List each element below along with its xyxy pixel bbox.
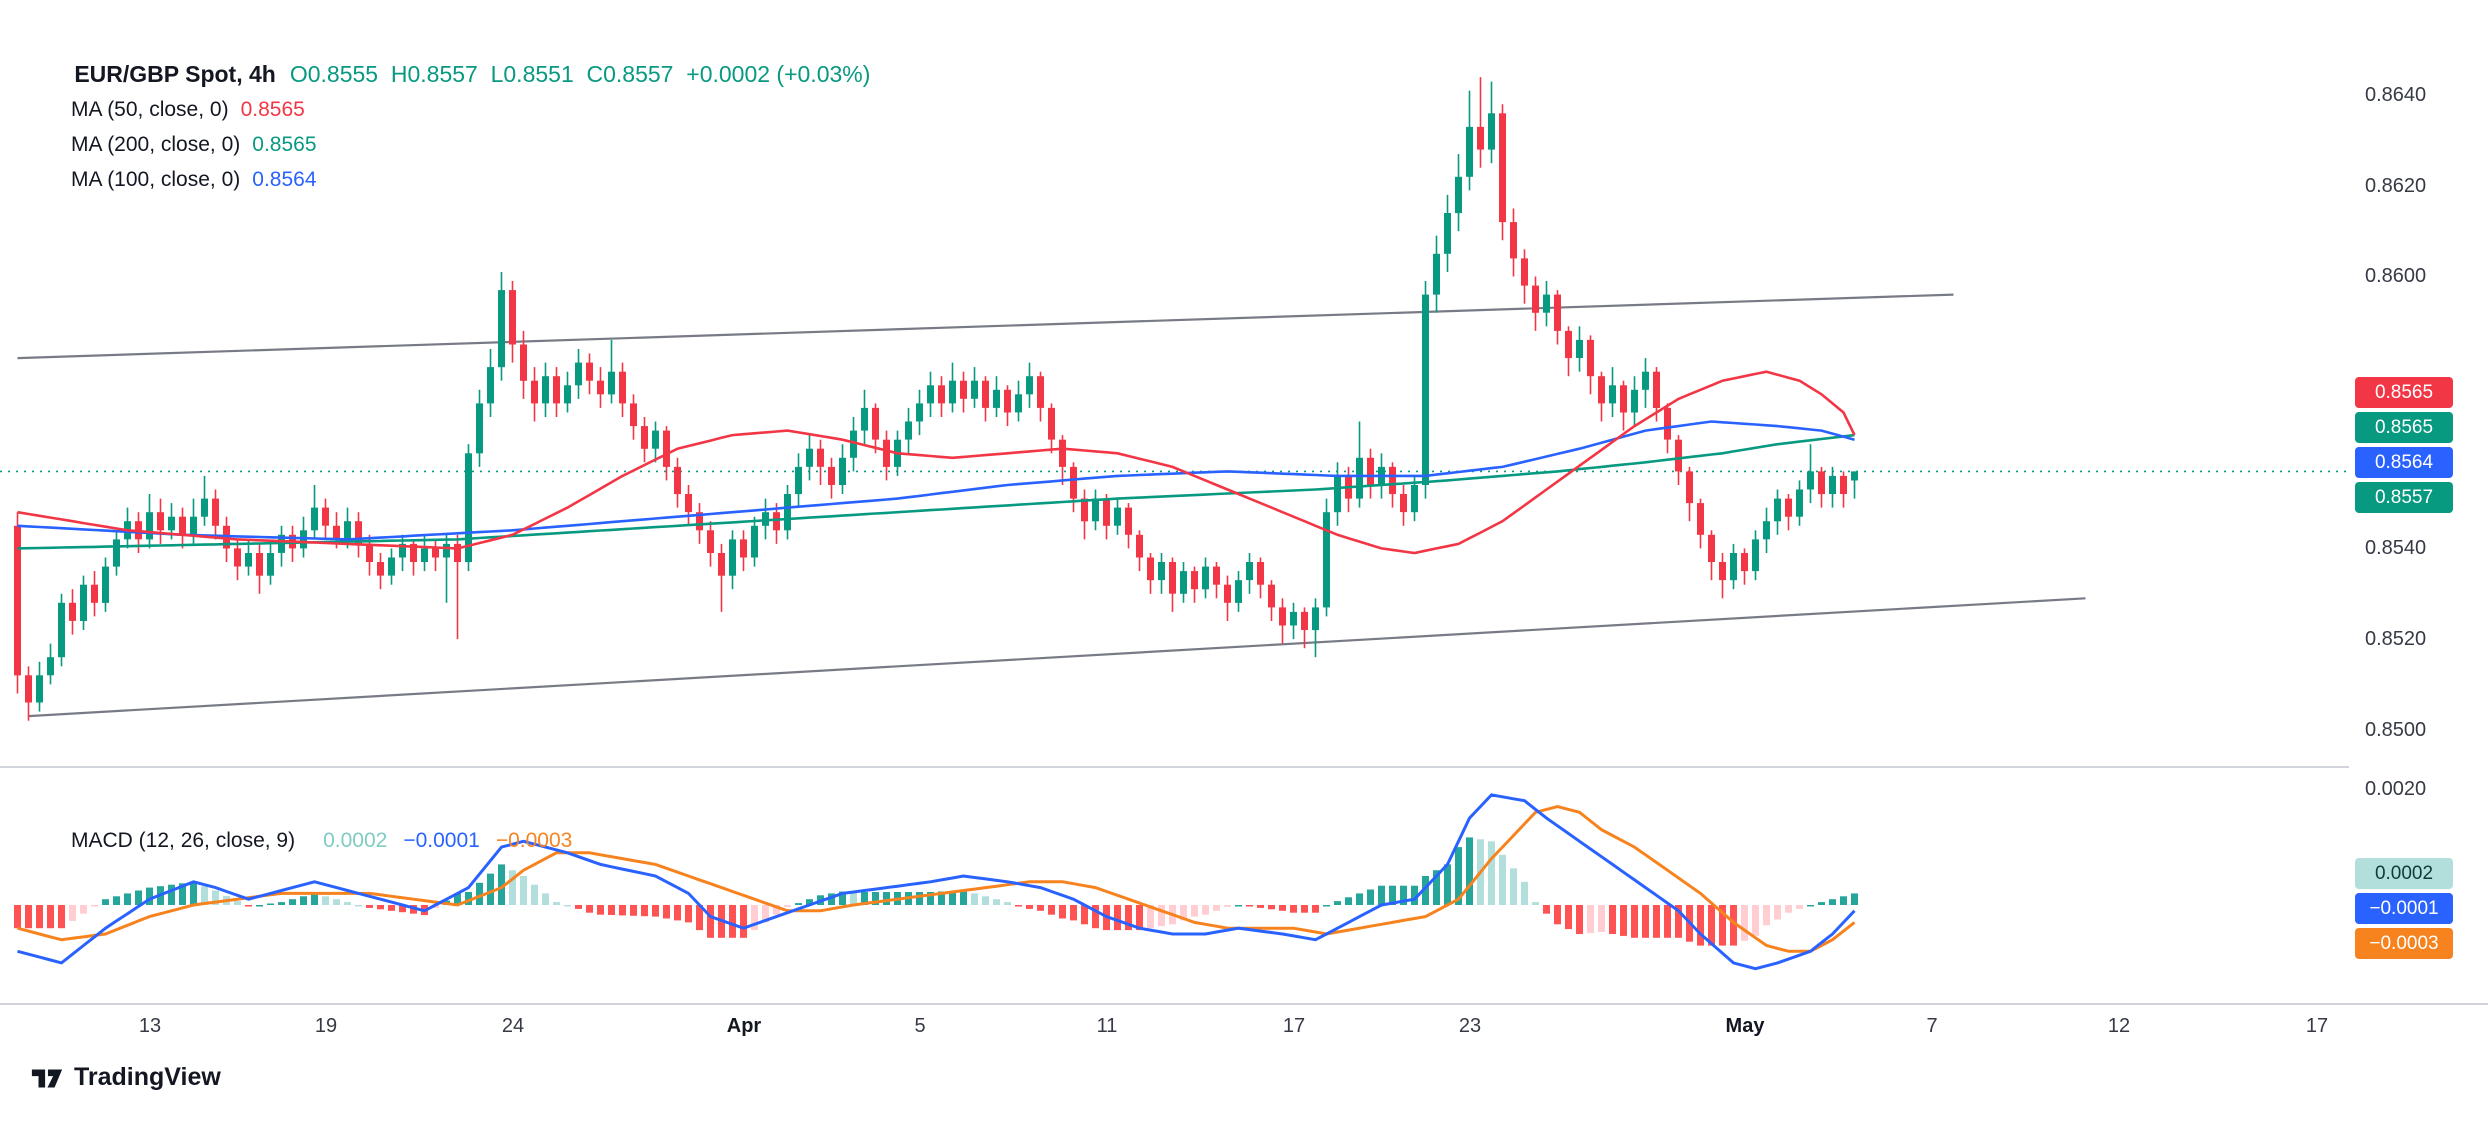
price-tick: 0.8600 — [2365, 265, 2427, 288]
macd-signal-line — [17, 804, 1856, 953]
time-tick-17: 17 — [1282, 1015, 1306, 1037]
macd-tick: 0.0020 — [2365, 778, 2427, 801]
macd-label-histogram: 0.0002 — [2355, 858, 2453, 890]
candles-layer — [14, 77, 1858, 721]
macd-line-value: −0.0001 — [403, 829, 480, 852]
price-axis[interactable]: 0.8640 0.8620 0.8600 0.8540 0.8520 0.8500 0.00… — [2349, 0, 2488, 1003]
ma100-value: 0.8564 — [252, 168, 317, 191]
pane-separator[interactable] — [0, 766, 2488, 768]
time-tick-23: 23 — [1458, 1015, 1482, 1037]
price-label-ma50: 0.8565 — [2355, 377, 2453, 409]
time-tick-13: 13 — [138, 1015, 162, 1037]
ma200-legend-label[interactable]: MA (200, close, 0) — [71, 133, 241, 156]
chart-canvas[interactable] — [0, 0, 2488, 1003]
ma100-legend-label[interactable]: MA (100, close, 0) — [71, 168, 241, 191]
macd-legend-label[interactable]: MACD (12, 26, close, 9) — [71, 829, 296, 852]
ohlc-values: O0.8555 H0.8557 L0.8551 C0.8557 +0.0002 … — [289, 61, 871, 87]
tradingview-attribution[interactable]: TradingView — [30, 1063, 221, 1092]
time-axis-separator — [0, 1003, 2488, 1005]
time-axis[interactable]: 13 19 24 Apr 5 11 17 23 May 7 12 17 — [0, 1005, 2488, 1053]
macd-legend: MACD (12, 26, close, 9) 0.0002 −0.0001 −0.0… — [36, 788, 572, 852]
time-tick-12: 12 — [2107, 1015, 2131, 1037]
macd-line — [17, 793, 1856, 971]
time-tick-7: 7 — [1926, 1015, 1938, 1037]
ma50-line — [17, 370, 1856, 555]
price-tick: 0.8620 — [2365, 174, 2427, 197]
macd-label-macd: −0.0001 — [2355, 893, 2453, 925]
ma200-value: 0.8565 — [252, 133, 317, 156]
tradingview-logo-icon — [31, 1069, 63, 1087]
price-tick: 0.8500 — [2365, 718, 2427, 741]
macd-hist-value: 0.0002 — [323, 829, 388, 852]
price-label-ma200: 0.8565 — [2355, 412, 2453, 444]
price-label-last: 0.8557 — [2355, 482, 2453, 514]
trendline-upper[interactable] — [17, 293, 1954, 360]
time-tick-apr: Apr — [726, 1015, 762, 1037]
time-tick-11: 11 — [1096, 1015, 1118, 1037]
ma50-value: 0.8565 — [240, 98, 305, 121]
main-legend: EUR/GBP Spot, 4h O0.8555 H0.8557 L0.8551 … — [36, 22, 871, 191]
trendline-lower[interactable] — [28, 597, 2086, 718]
price-label-ma100: 0.8564 — [2355, 447, 2453, 479]
ma100-line — [17, 420, 1855, 541]
price-tick: 0.8540 — [2365, 537, 2427, 560]
ma50-legend-label[interactable]: MA (50, close, 0) — [71, 98, 229, 121]
trendlines-layer[interactable] — [17, 293, 2086, 718]
time-tick-may: May — [1725, 1015, 1765, 1037]
symbol-title[interactable]: EUR/GBP Spot, 4h — [74, 61, 276, 87]
price-tick: 0.8640 — [2365, 84, 2427, 107]
macd-label-signal: −0.0003 — [2355, 928, 2453, 960]
time-tick-24: 24 — [501, 1015, 525, 1037]
time-tick-17: 17 — [2305, 1015, 2329, 1037]
macd-signal-value: −0.0003 — [495, 829, 573, 852]
time-tick-19: 19 — [314, 1015, 338, 1037]
time-tick-5: 5 — [914, 1015, 926, 1037]
tradingview-brand: TradingView — [74, 1063, 221, 1091]
price-tick: 0.8520 — [2365, 628, 2427, 651]
